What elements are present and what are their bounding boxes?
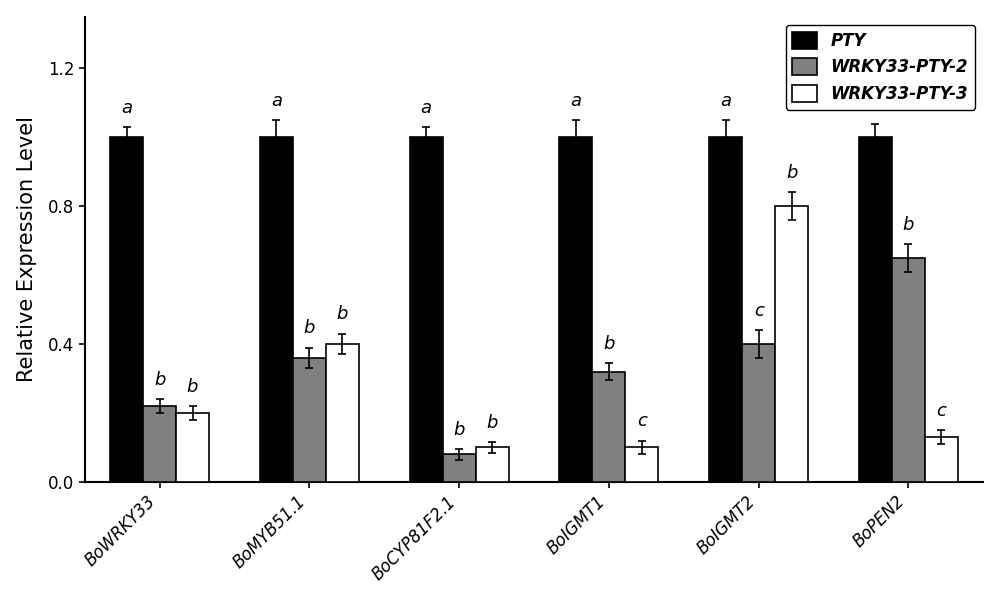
Bar	[775, 206, 808, 482]
Bar	[625, 448, 658, 482]
Bar	[143, 406, 176, 482]
Bar	[110, 137, 143, 482]
Bar	[293, 358, 326, 482]
Bar	[559, 137, 592, 482]
Text: b: b	[603, 335, 615, 353]
Text: c: c	[637, 412, 647, 430]
Bar	[709, 137, 742, 482]
Bar	[443, 454, 476, 482]
Bar	[410, 137, 443, 482]
Bar	[859, 137, 892, 482]
Bar	[260, 137, 293, 482]
Text: b: b	[903, 216, 914, 234]
Text: b: b	[453, 421, 465, 439]
Bar	[742, 344, 775, 482]
Bar	[592, 371, 625, 482]
Text: a: a	[421, 98, 432, 116]
Text: a: a	[121, 98, 132, 116]
Text: b: b	[304, 319, 315, 337]
Text: b: b	[786, 164, 797, 182]
Bar	[476, 448, 509, 482]
Legend: PTY, WRKY33-PTY-2, WRKY33-PTY-3: PTY, WRKY33-PTY-2, WRKY33-PTY-3	[786, 25, 975, 109]
Text: b: b	[154, 371, 165, 389]
Bar	[892, 258, 925, 482]
Text: b: b	[187, 378, 198, 396]
Text: c: c	[936, 402, 946, 420]
Y-axis label: Relative Expression Level: Relative Expression Level	[17, 116, 37, 382]
Bar	[925, 437, 958, 482]
Bar	[176, 413, 209, 482]
Text: b: b	[486, 414, 498, 432]
Text: a: a	[720, 92, 731, 110]
Bar	[326, 344, 359, 482]
Text: a: a	[271, 92, 282, 110]
Text: a: a	[570, 92, 581, 110]
Text: a: a	[870, 95, 881, 113]
Text: b: b	[337, 305, 348, 323]
Text: c: c	[754, 302, 764, 320]
